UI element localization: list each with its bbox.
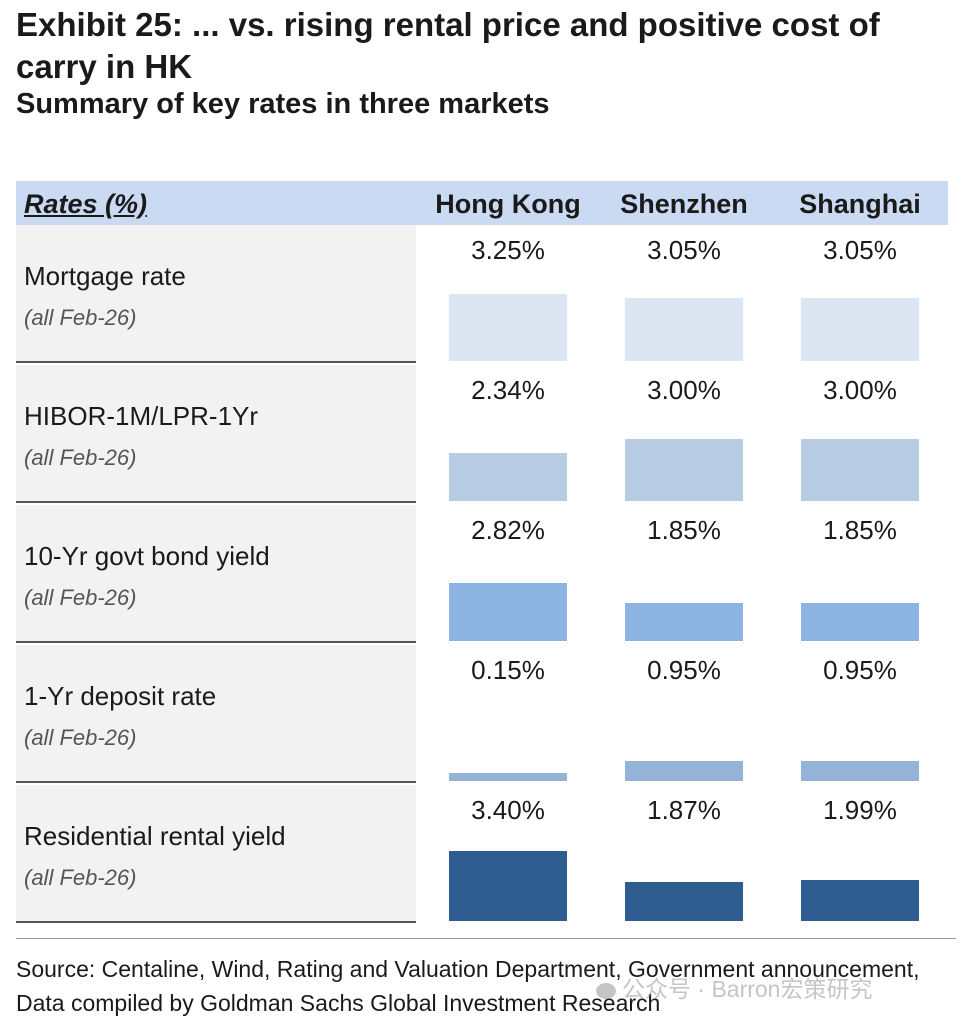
bar — [801, 761, 919, 781]
row-label-cell: Residential rental yield (all Feb-26) — [16, 785, 416, 923]
row-date-note: (all Feb-26) — [24, 865, 137, 890]
value-label: 1.87% — [647, 795, 721, 825]
bar — [625, 761, 743, 781]
row-label: HIBOR-1M/LPR-1Yr — [24, 401, 259, 431]
value-label: 1.85% — [823, 515, 897, 545]
value-label: 2.82% — [471, 515, 545, 545]
bar — [801, 439, 919, 501]
wechat-icon — [596, 982, 616, 999]
row-label: 1-Yr deposit rate — [24, 681, 217, 711]
chart-subtitle: Summary of key rates in three markets — [16, 88, 550, 120]
value-label: 3.40% — [471, 795, 545, 825]
value-label: 3.05% — [647, 235, 721, 265]
row-date-note: (all Feb-26) — [24, 725, 137, 750]
value-label: 3.05% — [823, 235, 897, 265]
table-body: Mortgage rate (all Feb-26) 3.25% 3.05% 3.05%… — [16, 225, 948, 925]
row-date-note: (all Feb-26) — [24, 585, 137, 610]
row-label-cell: HIBOR-1M/LPR-1Yr (all Feb-26) — [16, 365, 416, 503]
table-row: 1-Yr deposit rate (all Feb-26) 0.15% 0.95% 0… — [16, 645, 948, 785]
row-label: Residential rental yield — [24, 821, 286, 851]
table-row: Mortgage rate (all Feb-26) 3.25% 3.05% 3.05% — [16, 225, 948, 365]
value-label: 2.34% — [471, 375, 545, 405]
row-divider — [16, 921, 416, 923]
value-label: 1.99% — [823, 795, 897, 825]
row-date-note: (all Feb-26) — [24, 305, 137, 330]
bar — [449, 851, 567, 921]
bar — [801, 880, 919, 921]
value-label: 0.15% — [471, 655, 545, 685]
value-label: 3.00% — [823, 375, 897, 405]
bar — [801, 298, 919, 361]
value-label: 0.95% — [647, 655, 721, 685]
rates-table: Rates (%) Hong Kong Shenzhen Shanghai Mo… — [16, 181, 948, 925]
footer-divider — [16, 938, 956, 939]
value-label: 1.85% — [647, 515, 721, 545]
row-label-cell: 1-Yr deposit rate (all Feb-26) — [16, 645, 416, 783]
row-label: 10-Yr govt bond yield — [24, 541, 270, 571]
row-label: Mortgage rate — [24, 261, 186, 291]
bar — [449, 453, 567, 501]
row-label-cell: Mortgage rate (all Feb-26) — [16, 225, 416, 363]
value-label: 3.00% — [647, 375, 721, 405]
bar — [625, 439, 743, 501]
value-label: 0.95% — [823, 655, 897, 685]
row-divider — [16, 361, 416, 363]
chart-title: Exhibit 25: ... vs. rising rental price … — [16, 6, 880, 85]
row-divider — [16, 501, 416, 503]
rates-header-label: Rates (%) — [24, 189, 148, 219]
table-row: 10-Yr govt bond yield (all Feb-26) 2.82% 1.… — [16, 505, 948, 645]
bar — [449, 773, 567, 781]
bar — [801, 603, 919, 641]
col-header-hong-kong: Hong Kong — [435, 189, 581, 219]
bar — [625, 603, 743, 641]
row-divider — [16, 641, 416, 643]
bar — [625, 882, 743, 921]
watermark-text: 公众号 · Barron宏策研究 — [622, 976, 873, 1002]
source-note: Source: Centaline, Wind, Rating and Valu… — [16, 956, 920, 1016]
row-date-note: (all Feb-26) — [24, 445, 137, 470]
watermark: 公众号 · Barron宏策研究 — [596, 970, 872, 1004]
bar — [449, 294, 567, 361]
table-row: HIBOR-1M/LPR-1Yr (all Feb-26) 2.34% 3.00% 3.… — [16, 365, 948, 505]
row-divider — [16, 781, 416, 783]
value-label: 3.25% — [471, 235, 545, 265]
table-header: Rates (%) Hong Kong Shenzhen Shanghai — [16, 181, 948, 225]
bar — [449, 583, 567, 641]
col-header-shenzhen: Shenzhen — [620, 189, 748, 219]
bar — [625, 298, 743, 361]
row-label-cell: 10-Yr govt bond yield (all Feb-26) — [16, 505, 416, 643]
table-row: Residential rental yield (all Feb-26) 3.40… — [16, 785, 948, 925]
col-header-shanghai: Shanghai — [799, 189, 921, 219]
